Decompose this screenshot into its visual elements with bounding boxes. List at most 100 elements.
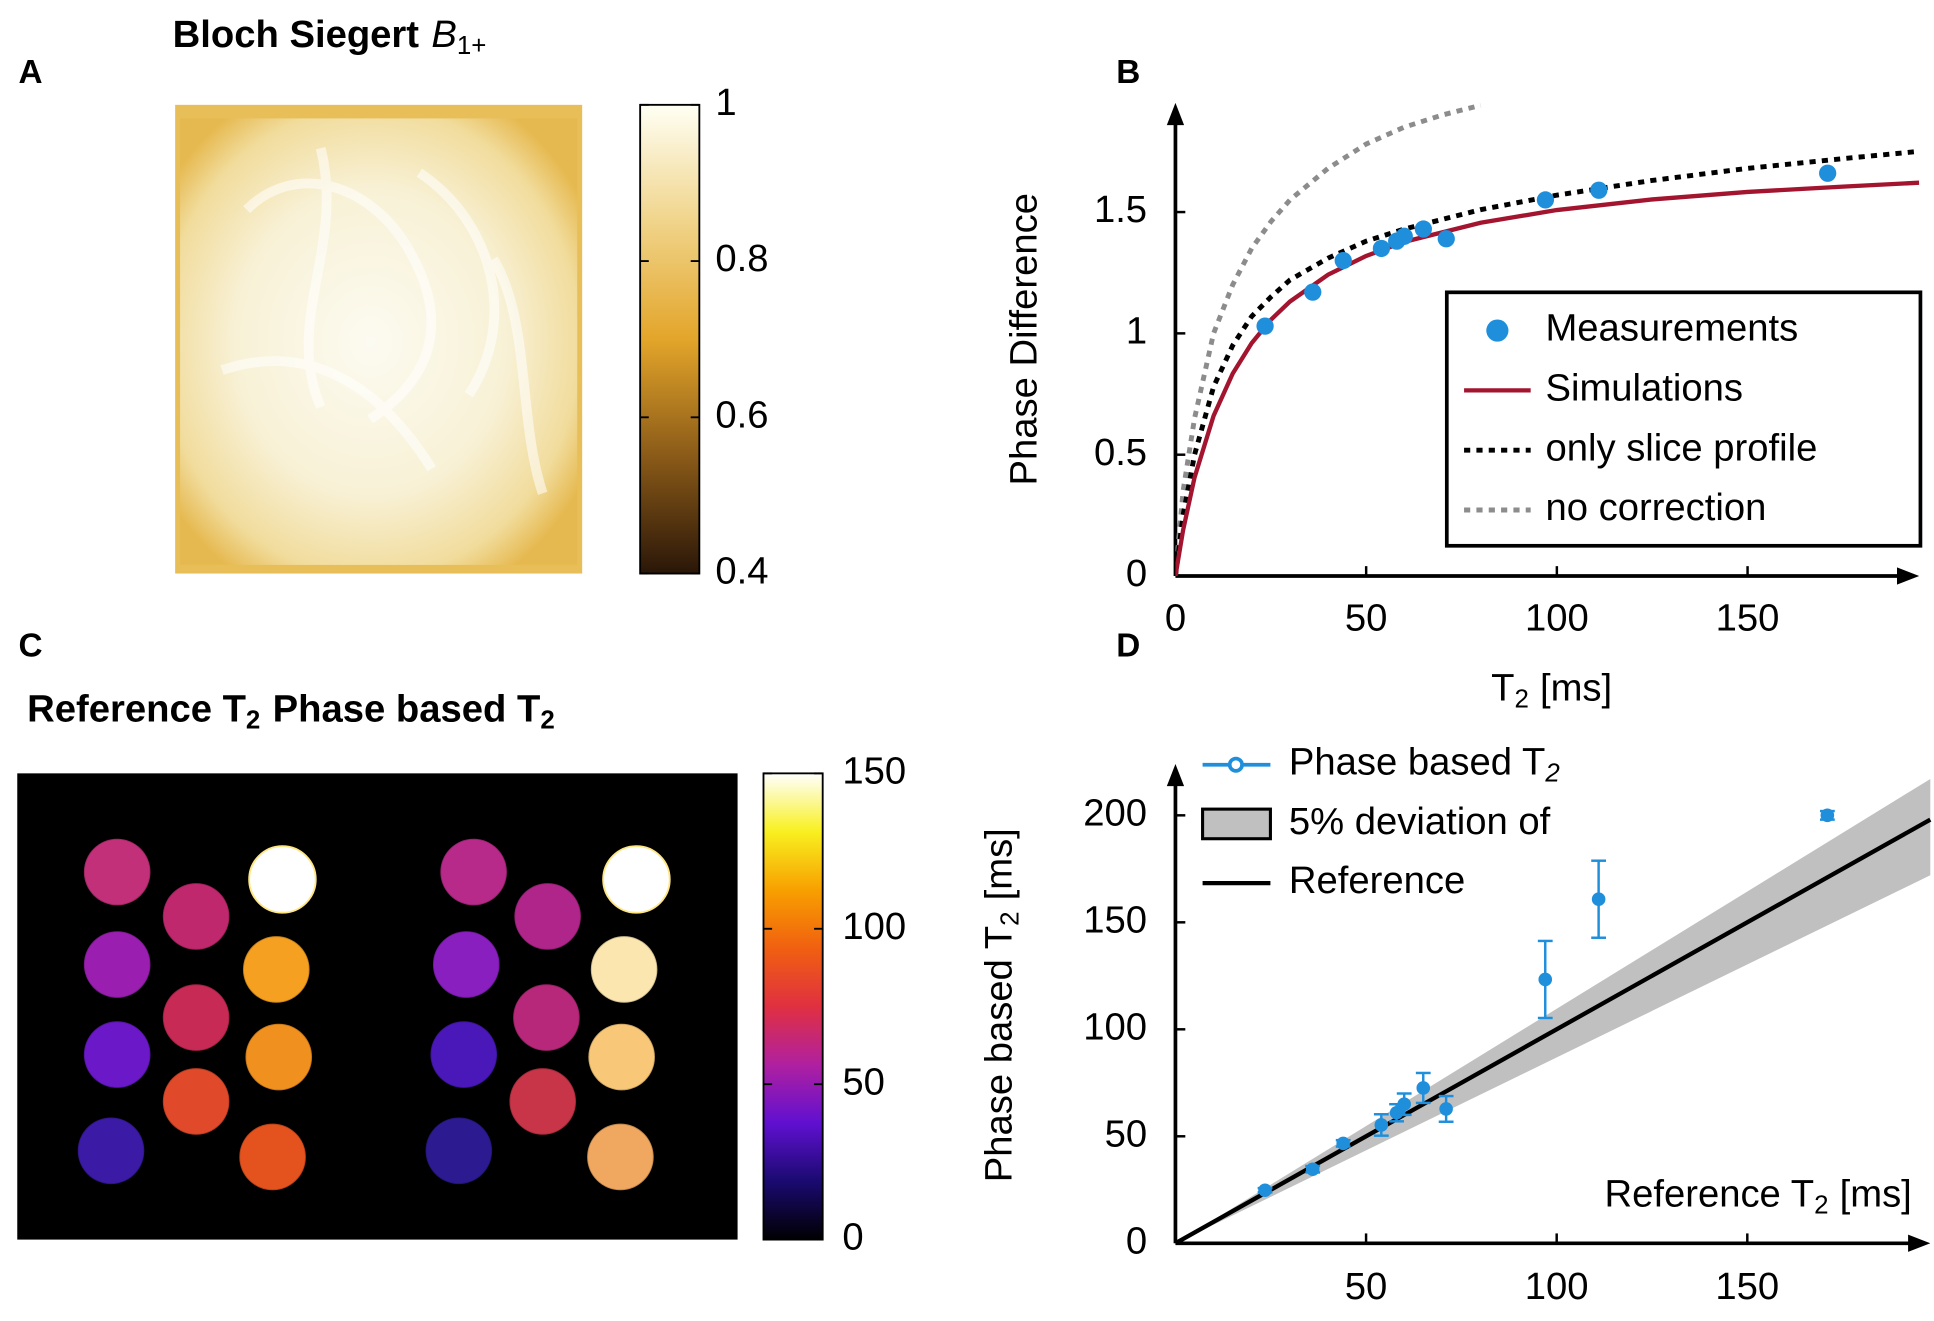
data-point (1374, 1118, 1389, 1132)
phantom-vial (244, 1022, 313, 1092)
x-tick-label: 50 (1345, 597, 1388, 640)
y-axis-arrow (1166, 102, 1185, 126)
data-point (1414, 220, 1432, 238)
colorbar (639, 103, 701, 575)
phantom-vial (513, 882, 582, 951)
title-text: Phase based T (273, 688, 541, 731)
phantom-vial (429, 1020, 498, 1089)
legend-box (1444, 290, 1923, 548)
series-line (1175, 180, 1920, 577)
label-unit: [ms] (1840, 1173, 1912, 1216)
legend-label: no correction (1545, 486, 1766, 529)
data-point (1305, 1162, 1320, 1177)
label-text: Phase based T (978, 926, 1021, 1182)
colorbar-tick-label: 50 (842, 1060, 885, 1103)
legend-label: Reference (1289, 859, 1465, 902)
x-axis-arrow (1896, 567, 1920, 585)
data-point (1416, 1081, 1431, 1095)
panel-label: C (19, 627, 43, 664)
label-subscript: 2 (1514, 685, 1528, 713)
series-line (1175, 102, 1482, 577)
y-tick-label: 0.5 (1094, 431, 1147, 474)
legend-marker (1227, 756, 1244, 773)
phantom-vial (82, 930, 152, 999)
legend-label: 5% deviation of (1289, 800, 1551, 843)
data-point (1336, 1136, 1350, 1151)
title-text: Reference T (27, 688, 246, 731)
panel-title: Reference T2 Phase based T2 (27, 688, 555, 735)
phantom-vial (432, 930, 501, 999)
phantom-vial (439, 837, 508, 907)
colorbar (762, 772, 824, 1241)
x-tick-label: 50 (1345, 1265, 1388, 1308)
label-subscript: 2 (996, 911, 1024, 925)
data-point (1256, 317, 1274, 335)
title-subscript: 2 (246, 706, 260, 734)
x-tick-label: 150 (1715, 1265, 1779, 1308)
data-point (1397, 1097, 1411, 1111)
y-axis-label: Phase Difference (1002, 193, 1045, 485)
phantom-vial (508, 1067, 577, 1136)
legend-marker (1486, 319, 1509, 342)
legend-label: only slice profile (1545, 426, 1817, 469)
legend-label: Measurements (1545, 307, 1798, 350)
map-image (180, 118, 578, 565)
title-symbol: B (431, 13, 457, 56)
colorbar-tick-label: 100 (842, 905, 906, 948)
y-axis-label: Phase based T2 [ms] (978, 828, 1025, 1182)
y-tick-label: 1 (1126, 309, 1147, 352)
colorbar-tick-label: 0 (842, 1216, 863, 1259)
x-axis-label: T2 [ms] (1491, 667, 1612, 714)
y-tick-label: 200 (1083, 791, 1147, 834)
phantom-vial (602, 845, 671, 914)
colorbar-tick-label: 150 (842, 749, 906, 792)
b1-map (175, 104, 583, 574)
data-point (1258, 1183, 1272, 1198)
y-tick-label: 0 (1126, 552, 1147, 595)
data-point (1372, 239, 1391, 258)
title-subscript: 1+ (457, 32, 487, 60)
data-point (1439, 1102, 1453, 1116)
panel-title: Bloch Siegert B1+ (173, 13, 487, 60)
data-point (1536, 191, 1555, 209)
data-point (1819, 164, 1837, 182)
reference-line (1174, 817, 1932, 1246)
data-point (1395, 227, 1413, 245)
y-tick-label: 1.5 (1094, 188, 1147, 231)
phantom-vial (586, 1122, 655, 1192)
legend-label: Phase based T2 (1289, 741, 1560, 788)
phantom-vial (161, 882, 231, 951)
phantom-vial (587, 1022, 656, 1092)
colorbar-tick-label: 0.6 (715, 393, 768, 436)
data-point (1590, 181, 1608, 199)
title-subscript: 2 (540, 706, 554, 734)
panel-label: A (19, 54, 43, 91)
data-point (1591, 892, 1606, 907)
panel-label: B (1116, 54, 1140, 91)
title-text: Bloch Siegert (173, 13, 420, 56)
legend-band (1201, 807, 1272, 841)
data-point (1437, 230, 1455, 248)
x-tick-label: 100 (1525, 597, 1589, 640)
legend-subscript: 2 (1544, 759, 1560, 787)
colorbar-tick-label: 1 (715, 81, 736, 124)
phantom-vial (161, 1067, 231, 1136)
data-point (1334, 251, 1352, 270)
data-point (1820, 808, 1835, 823)
label-subscript: 2 (1814, 1191, 1828, 1219)
y-tick-label: 0 (1126, 1219, 1147, 1262)
phantom-vial (589, 935, 659, 1004)
label-unit: [ms] (978, 828, 1021, 900)
x-tick-label: 0 (1165, 597, 1186, 640)
phantom-vial (76, 1116, 146, 1186)
phantom-vial (248, 845, 317, 914)
deviation-band (1175, 778, 1931, 1244)
phantom-vial (238, 1122, 307, 1192)
colorbar-tick-label: 0.4 (715, 550, 768, 593)
legend-label: Simulations (1545, 366, 1743, 409)
data-point (1538, 972, 1553, 987)
y-axis-arrow (1166, 763, 1185, 787)
colorbar-tick-label: 0.8 (715, 237, 768, 280)
